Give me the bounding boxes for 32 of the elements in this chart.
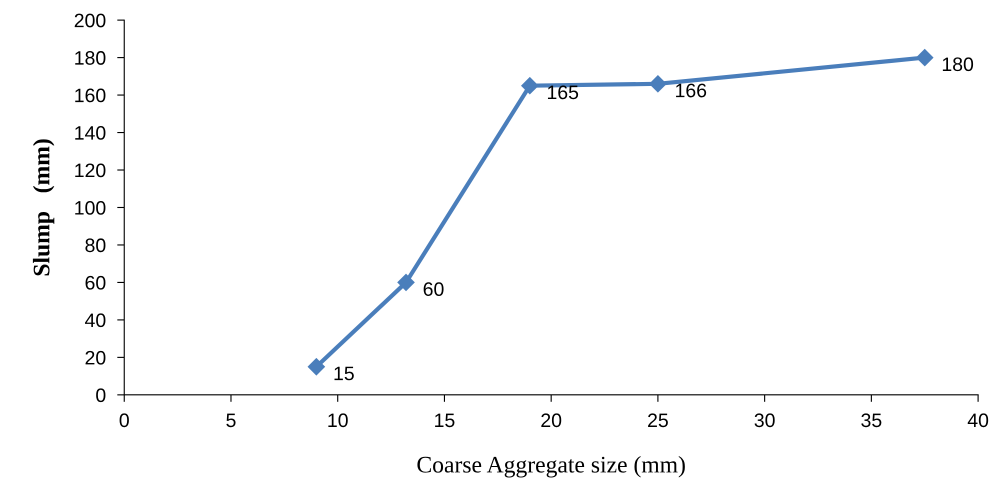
point — [521, 77, 538, 94]
x-tick-label: 10 — [328, 413, 348, 428]
x-tick-label: 5 — [226, 414, 236, 428]
x-tick-label: 15 — [435, 414, 454, 428]
data-label: 15 — [334, 366, 354, 380]
point — [916, 49, 934, 66]
x-tick-label: 30 — [754, 413, 775, 428]
data-label: 60 — [424, 282, 444, 296]
point — [308, 358, 325, 376]
x-tick-label: 20 — [541, 413, 562, 428]
y-tick-label: 40 — [85, 313, 106, 328]
y-axis-title: Slump (mm) — [32, 139, 54, 276]
y-tick-label: 180 — [75, 51, 106, 65]
y-tick-label: 140 — [75, 126, 106, 140]
point — [397, 274, 415, 291]
y-tick-label: 160 — [75, 88, 106, 102]
y-tick-label: 0 — [96, 388, 106, 402]
data-label: 165 — [548, 85, 578, 100]
y-tick-label: 20 — [86, 350, 106, 365]
x-axis-title: Coarse Aggregate size (mm) — [417, 456, 685, 478]
y-tick-label: 120 — [75, 163, 106, 178]
data-label: 166 — [676, 84, 706, 98]
y-tick-label: 200 — [74, 14, 106, 28]
y-tick-label: 80 — [85, 238, 106, 252]
data-label: 180 — [942, 57, 974, 72]
point — [649, 75, 666, 92]
x-tick-label: 35 — [861, 413, 882, 428]
x-tick-label: 0 — [120, 413, 129, 428]
y-tick-label: 100 — [75, 200, 106, 215]
y-tick-label: 60 — [86, 276, 106, 290]
x-tick-label: 40 — [968, 413, 988, 428]
x-tick-label: 25 — [648, 413, 668, 428]
